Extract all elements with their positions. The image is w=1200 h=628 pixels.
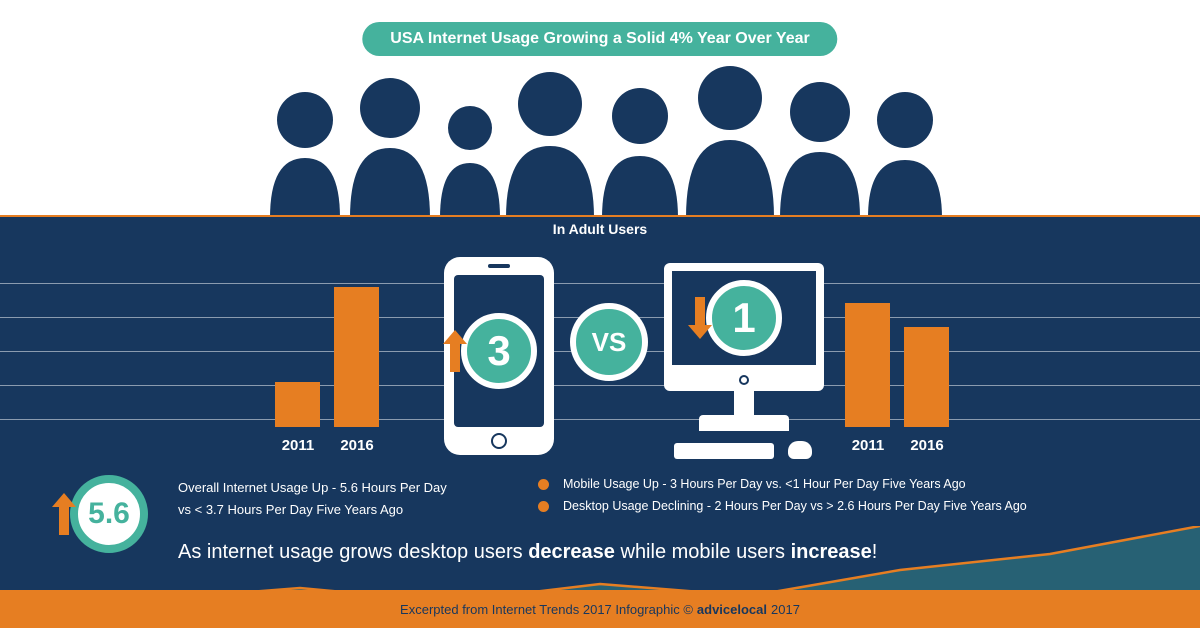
bar-label: 2016 <box>332 437 382 454</box>
overall-text-line1: Overall Internet Usage Up - 5.6 Hours Pe… <box>178 477 447 499</box>
tagline: As internet usage grows desktop users de… <box>178 541 877 564</box>
bar <box>334 287 379 427</box>
bar-label: 2016 <box>902 437 952 454</box>
bar <box>275 382 320 427</box>
main-panel: In Adult Users 2011 2016 2011 2016 3 VS 1 <box>0 215 1200 590</box>
bullet-dot-icon <box>538 479 549 490</box>
arrow-up-icon <box>52 493 76 535</box>
bar <box>845 303 890 427</box>
title-pill: USA Internet Usage Growing a Solid 4% Ye… <box>362 22 837 56</box>
footer-brand: advicelocal <box>697 602 767 617</box>
subtitle: In Adult Users <box>553 221 647 237</box>
bullet-text: Desktop Usage Declining - 2 Hours Per Da… <box>563 499 1027 513</box>
arrow-up-icon <box>443 330 467 372</box>
desktop-badge-value: 1 <box>732 297 755 339</box>
bullet-text: Mobile Usage Up - 3 Hours Per Day vs. <1… <box>563 477 966 491</box>
overall-text-line2: vs < 3.7 Hours Per Day Five Years Ago <box>178 499 447 521</box>
arrow-down-icon <box>688 297 712 339</box>
footer-pre: Excerpted from Internet Trends 2017 Info… <box>400 602 693 617</box>
bar-label: 2011 <box>273 437 323 454</box>
bullet-row: Desktop Usage Declining - 2 Hours Per Da… <box>538 499 1027 513</box>
bar <box>904 327 949 427</box>
mobile-badge-value: 3 <box>487 330 510 372</box>
overall-badge: 5.6 <box>70 475 148 553</box>
bar-label: 2011 <box>843 437 893 454</box>
footer-post: 2017 <box>771 602 800 617</box>
desktop-badge: 1 <box>706 280 782 356</box>
monitor-icon: 1 <box>664 263 824 455</box>
overall-badge-value: 5.6 <box>88 497 130 531</box>
overall-text: Overall Internet Usage Up - 5.6 Hours Pe… <box>178 477 447 521</box>
desktop-bar-chart: 2011 2016 <box>845 235 985 460</box>
mobile-bar-chart: 2011 2016 <box>275 235 415 460</box>
crowd-illustration <box>240 58 960 218</box>
vs-badge: VS <box>570 303 648 381</box>
bullet-row: Mobile Usage Up - 3 Hours Per Day vs. <1… <box>538 477 1027 491</box>
mobile-badge: 3 <box>461 313 537 389</box>
phone-icon: 3 <box>444 257 554 455</box>
bullet-dot-icon <box>538 501 549 512</box>
footer: Excerpted from Internet Trends 2017 Info… <box>0 590 1200 628</box>
bullet-list: Mobile Usage Up - 3 Hours Per Day vs. <1… <box>538 477 1027 521</box>
